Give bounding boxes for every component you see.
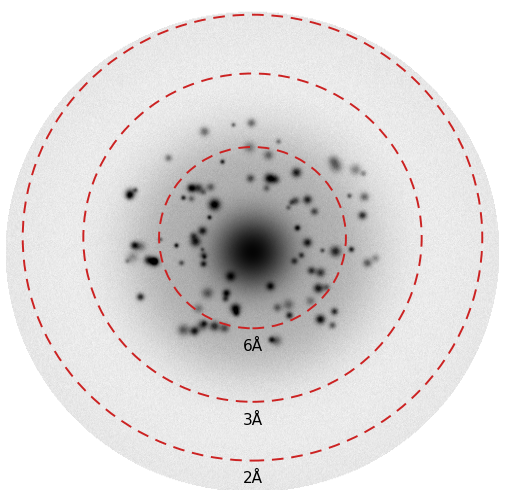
- Text: 6Å: 6Å: [242, 339, 263, 354]
- Text: 2Å: 2Å: [242, 471, 263, 487]
- Text: 3Å: 3Å: [242, 413, 263, 428]
